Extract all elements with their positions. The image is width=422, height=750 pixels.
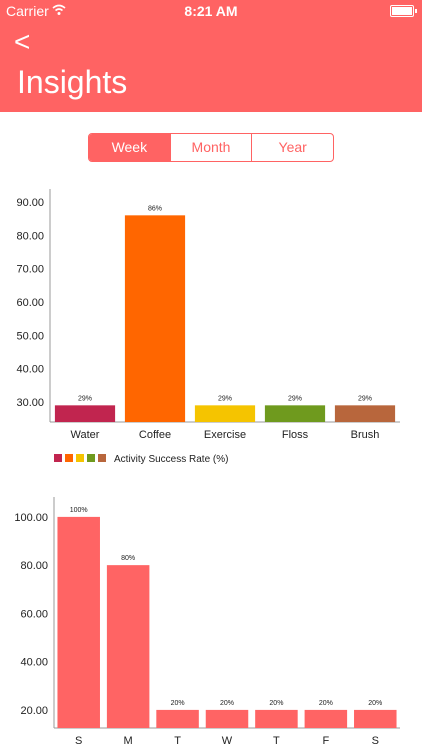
x-tick-label: Brush bbox=[351, 429, 380, 441]
bar bbox=[264, 405, 326, 422]
y-tick-label: 40.00 bbox=[16, 364, 44, 376]
bar bbox=[304, 709, 348, 728]
bar-value-label: 20% bbox=[220, 700, 234, 707]
legend-swatch bbox=[87, 454, 95, 462]
bar bbox=[334, 405, 396, 422]
bar-value-label: 86% bbox=[148, 205, 162, 212]
y-tick-label: 80.00 bbox=[16, 230, 44, 242]
page-title: Insights bbox=[17, 64, 128, 100]
wifi-icon bbox=[52, 3, 66, 19]
legend-swatch bbox=[54, 454, 62, 462]
y-tick-label: 50.00 bbox=[16, 330, 44, 342]
y-tick-label: 60.00 bbox=[20, 608, 48, 620]
legend-swatch bbox=[98, 454, 106, 462]
tab-year[interactable]: Year bbox=[251, 134, 333, 161]
y-tick-label: 70.00 bbox=[16, 264, 44, 276]
x-tick-label: F bbox=[322, 735, 329, 747]
carrier-label: Carrier bbox=[6, 3, 49, 19]
y-tick-label: 80.00 bbox=[20, 560, 48, 572]
bar bbox=[354, 709, 397, 728]
bar-value-label: 29% bbox=[218, 395, 232, 402]
y-tick-label: 30.00 bbox=[16, 397, 44, 409]
bar-value-label: 29% bbox=[288, 395, 302, 402]
bar bbox=[124, 215, 186, 422]
bar-value-label: 29% bbox=[358, 395, 372, 402]
legend-swatch bbox=[76, 454, 84, 462]
tab-month[interactable]: Month bbox=[169, 134, 252, 161]
battery-icon bbox=[390, 5, 417, 17]
x-tick-label: S bbox=[372, 735, 379, 747]
weekly-bar-chart: 20.00 40.00 60.00 80.00 100.00 100% S 80% M 20% T 2… bbox=[14, 497, 400, 747]
x-tick-label: W bbox=[222, 735, 233, 747]
y-tick-label: 90.00 bbox=[16, 197, 44, 209]
bar-value-label: 29% bbox=[78, 395, 92, 402]
x-tick-label: T bbox=[273, 735, 280, 747]
bar-value-label: 20% bbox=[368, 700, 382, 707]
bar bbox=[54, 405, 116, 422]
x-tick-label: Water bbox=[71, 429, 100, 441]
period-segmented-control: Week Month Year bbox=[88, 133, 334, 162]
bar bbox=[194, 405, 256, 422]
header: Carrier 8:21 AM < Insights bbox=[0, 0, 422, 112]
x-tick-label: Coffee bbox=[139, 429, 171, 441]
x-tick-label: T bbox=[174, 735, 181, 747]
x-tick-label: Exercise bbox=[204, 429, 246, 441]
activity-bar-chart: 30.00 40.00 50.00 60.00 70.00 80.00 90.00 29% Wa… bbox=[16, 189, 400, 465]
y-tick-label: 20.00 bbox=[20, 705, 48, 717]
legend-swatch bbox=[65, 454, 73, 462]
y-tick-label: 40.00 bbox=[20, 657, 48, 669]
bar bbox=[106, 565, 150, 728]
x-tick-label: S bbox=[75, 735, 82, 747]
bar bbox=[255, 709, 298, 728]
x-tick-label: Floss bbox=[282, 429, 309, 441]
bar bbox=[205, 709, 249, 728]
bar-value-label: 100% bbox=[70, 507, 88, 514]
y-tick-label: 60.00 bbox=[16, 297, 44, 309]
legend-label: Activity Success Rate (%) bbox=[114, 454, 228, 465]
bar-value-label: 20% bbox=[171, 700, 185, 707]
back-chevron-icon[interactable]: < bbox=[14, 26, 31, 57]
status-time: 8:21 AM bbox=[184, 3, 238, 19]
bar bbox=[156, 709, 199, 728]
x-tick-label: M bbox=[124, 735, 133, 747]
bar-value-label: 80% bbox=[121, 555, 135, 562]
y-tick-label: 100.00 bbox=[14, 512, 48, 524]
bar-value-label: 20% bbox=[319, 700, 333, 707]
bar bbox=[57, 516, 100, 728]
status-bar: Carrier 8:21 AM bbox=[0, 0, 422, 22]
bar-value-label: 20% bbox=[269, 700, 283, 707]
tab-week[interactable]: Week bbox=[89, 134, 170, 161]
